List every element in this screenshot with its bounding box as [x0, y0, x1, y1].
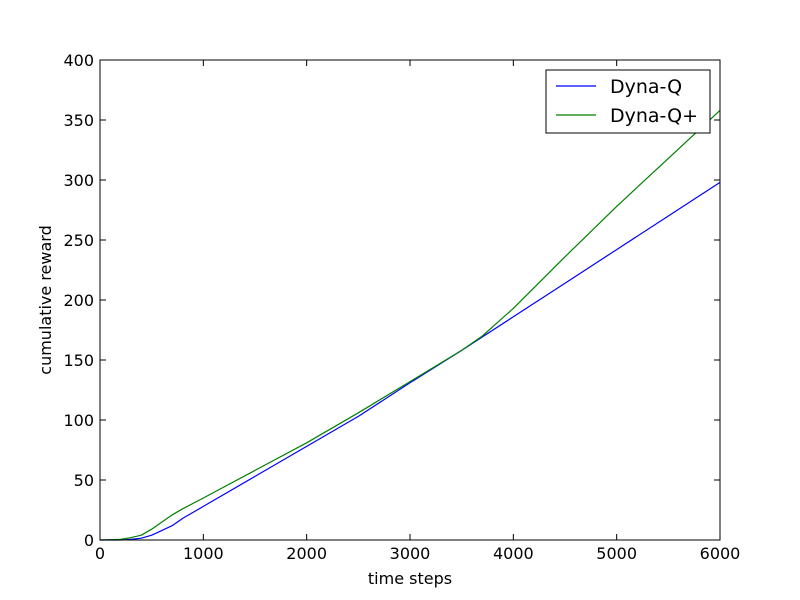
x-tick-label: 2000 — [286, 544, 327, 563]
y-tick-label: 250 — [63, 231, 94, 250]
y-tick-label: 200 — [63, 291, 94, 310]
series-line-dyna-q-plus — [99, 109, 721, 541]
y-tick-label: 0 — [84, 531, 94, 550]
legend: Dyna-Q Dyna-Q+ — [545, 69, 711, 134]
y-tick-label: 300 — [63, 171, 94, 190]
legend-label-dyna-q-plus: Dyna-Q+ — [610, 105, 698, 127]
x-axis-title: time steps — [368, 569, 452, 588]
x-tick-label: 4000 — [493, 544, 534, 563]
series-layer — [99, 109, 721, 541]
x-tick-label: 5000 — [596, 544, 637, 563]
x-tick-label: 6000 — [700, 544, 741, 563]
y-tick-label: 400 — [63, 51, 94, 70]
legend-box — [545, 69, 711, 134]
y-tick-label: 50 — [74, 471, 94, 490]
legend-label-dyna-q: Dyna-Q — [610, 76, 682, 98]
y-tick-label: 150 — [63, 351, 94, 370]
x-tick-label: 3000 — [390, 544, 431, 563]
series-line-dyna-q — [100, 181, 721, 541]
x-tick-label: 0 — [95, 544, 105, 563]
x-tick-label: 1000 — [183, 544, 224, 563]
y-tick-label: 100 — [63, 411, 94, 430]
y-tick-label: 350 — [63, 111, 94, 130]
y-axis-title: cumulative reward — [36, 225, 55, 374]
ticks-layer: 0 1000 2000 3000 4000 5000 6000 0 50 100 150 200 250… — [63, 51, 740, 563]
